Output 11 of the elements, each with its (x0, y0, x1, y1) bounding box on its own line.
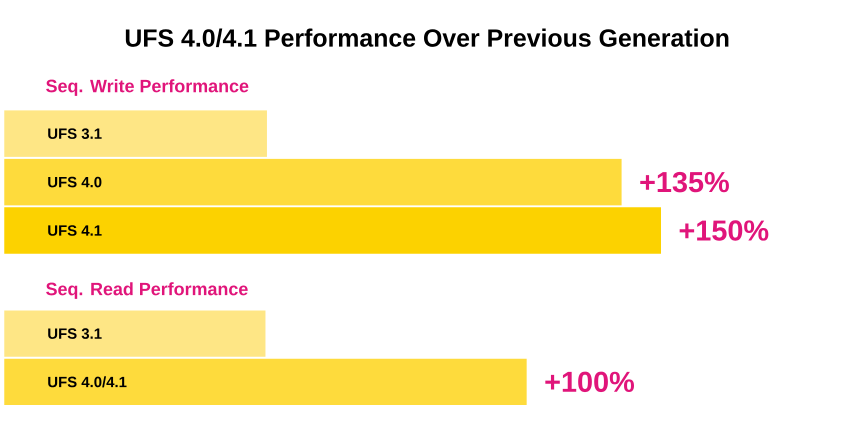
y-tick-label: UFS 4.1 (48, 225, 102, 236)
y-tick-label: UFS 3.1 (48, 328, 102, 339)
annotation: +135% (640, 172, 729, 192)
chart-title: UFS 4.0/4.1 Performance Over Previous Generation (126, 28, 728, 48)
text: +150% (680, 220, 768, 241)
text: +100% (545, 372, 634, 392)
y-tick-label: UFS 4.0 (48, 176, 102, 188)
y-tick-label: UFS 4.0/4.1 (48, 376, 127, 388)
y-tick-label: UFS 3.1 (48, 128, 102, 140)
chart-subtitle: Seq. Write Performance (46, 79, 248, 96)
chart-title: Seq. Read Performance (46, 282, 248, 299)
